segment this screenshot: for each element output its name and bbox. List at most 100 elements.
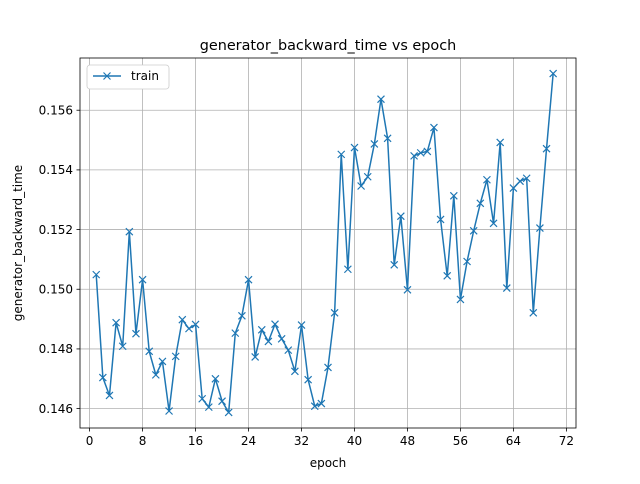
data-point-marker <box>456 295 465 304</box>
data-point-marker <box>310 402 319 411</box>
data-point-marker <box>317 399 326 408</box>
data-point-marker <box>218 397 226 406</box>
legend-marker <box>103 72 111 80</box>
data-point-marker <box>357 182 366 190</box>
data-point-marker <box>105 391 114 400</box>
data-point-marker <box>132 329 140 338</box>
y-tick-label: 0.148 <box>39 342 73 356</box>
data-point-marker <box>370 140 379 148</box>
series-line <box>95 73 554 414</box>
data-point-marker <box>463 257 471 266</box>
data-point-marker <box>377 95 385 104</box>
legend-label: train <box>131 69 159 83</box>
data-point-marker <box>204 403 213 412</box>
data-point-marker <box>264 337 273 346</box>
data-point-marker <box>324 363 332 372</box>
data-point-marker <box>436 215 445 224</box>
y-tick-label: 0.146 <box>39 402 73 416</box>
data-point-marker <box>496 138 505 147</box>
x-tick-label: 64 <box>506 434 521 448</box>
y-tick-label: 0.150 <box>39 283 73 297</box>
data-point-marker <box>224 408 233 417</box>
data-point-marker <box>383 134 392 143</box>
y-tick-label: 0.154 <box>39 163 73 177</box>
legend: train <box>86 64 170 90</box>
y-axis-ticks: 0.146 0.148 0.150 0.152 0.154 0.156 <box>39 104 80 416</box>
data-point-marker <box>257 325 266 334</box>
data-point-marker <box>522 174 531 183</box>
legend-box <box>86 64 170 90</box>
data-point-marker <box>443 271 452 280</box>
data-point-marker <box>430 123 438 132</box>
data-point-marker <box>489 219 498 228</box>
x-axis-label: epoch <box>310 456 347 470</box>
data-point-marker <box>423 147 432 156</box>
data-point-marker <box>237 311 246 320</box>
y-axis-label: generator_backward_time <box>11 165 25 321</box>
data-point-marker <box>476 199 485 208</box>
y-tick-label: 0.156 <box>39 104 73 118</box>
data-point-marker <box>284 346 293 355</box>
data-point-marker <box>118 342 127 351</box>
x-tick-label: 0 <box>86 434 94 448</box>
data-point-marker <box>112 318 121 327</box>
x-tick-label: 40 <box>347 434 362 448</box>
data-point-marker <box>469 226 478 235</box>
data-point-marker <box>502 284 511 292</box>
x-tick-label: 72 <box>559 434 574 448</box>
data-point-marker <box>483 175 491 184</box>
data-point-marker <box>138 275 147 284</box>
x-tick-label: 24 <box>241 434 256 448</box>
data-point-marker <box>178 315 187 324</box>
x-tick-label: 32 <box>294 434 309 448</box>
data-point-marker <box>151 370 160 379</box>
x-tick-label: 56 <box>453 434 468 448</box>
data-point-marker <box>165 407 173 415</box>
data-point-marker <box>363 172 372 181</box>
x-tick-label: 8 <box>139 434 147 448</box>
data-point-marker <box>297 321 306 329</box>
data-point-marker <box>231 329 240 338</box>
x-tick-label: 16 <box>188 434 203 448</box>
data-point-marker <box>449 191 458 200</box>
grid <box>80 58 576 428</box>
data-point-marker <box>343 265 352 274</box>
series-layer <box>92 69 558 417</box>
data-point-marker <box>350 143 359 152</box>
data-point-marker <box>396 212 405 221</box>
plot-frame <box>79 57 577 429</box>
data-point-marker <box>191 320 200 329</box>
data-point-marker <box>125 227 134 236</box>
x-tick-label: 48 <box>400 434 415 448</box>
data-point-marker <box>290 367 299 376</box>
data-point-marker <box>244 275 253 284</box>
data-point-marker <box>416 148 425 157</box>
data-point-marker <box>198 394 207 403</box>
data-point-marker <box>145 347 154 356</box>
data-point-marker <box>410 151 419 160</box>
data-point-marker <box>92 270 101 279</box>
data-point-marker <box>271 320 279 329</box>
data-point-marker <box>185 324 193 333</box>
data-point-marker <box>542 144 551 153</box>
data-point-marker <box>535 224 544 233</box>
data-point-marker <box>516 177 524 186</box>
data-point-marker <box>509 184 518 193</box>
data-point-marker <box>529 308 538 317</box>
data-point-marker <box>277 334 286 343</box>
data-point-marker <box>98 373 107 382</box>
data-point-marker <box>211 374 220 383</box>
chart-title: generator_backward_time vs epoch <box>200 38 457 54</box>
data-point-marker <box>337 150 346 159</box>
data-point-marker <box>390 260 399 269</box>
y-tick-label: 0.152 <box>39 223 73 237</box>
data-point-marker <box>403 285 412 294</box>
data-point-marker <box>171 352 180 361</box>
data-point-marker <box>304 375 313 384</box>
data-point-marker <box>251 353 260 361</box>
data-point-marker <box>158 357 167 366</box>
data-point-marker <box>549 69 558 78</box>
x-axis-ticks: 0 8 16 24 32 40 48 56 64 72 <box>86 428 574 448</box>
data-point-marker <box>330 308 339 317</box>
